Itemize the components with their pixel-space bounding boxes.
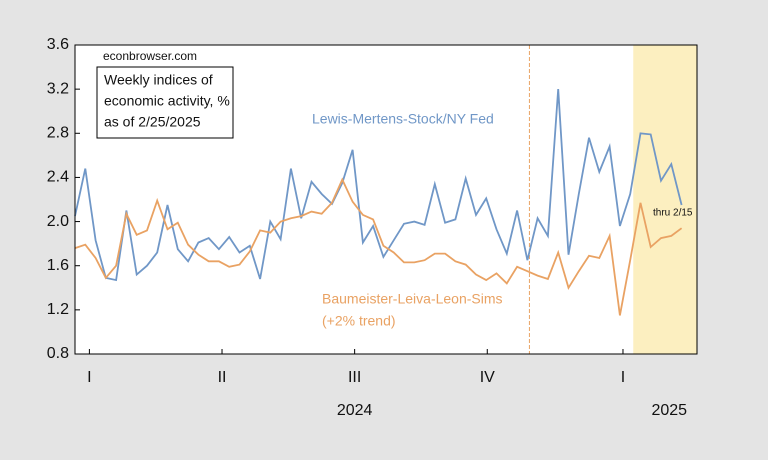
series-sublabel: (+2% trend) <box>322 313 396 329</box>
x-tick-label: I <box>621 369 625 386</box>
note-line: economic activity, % <box>104 93 230 109</box>
y-tick-label: 2.0 <box>47 213 69 230</box>
note-box <box>96 66 234 139</box>
year-label: 2025 <box>651 402 687 419</box>
site-label: econbrowser.com <box>103 49 197 63</box>
y-tick-label: 3.6 <box>47 36 69 53</box>
y-tick-label: 2.4 <box>47 169 69 186</box>
note-line: as of 2/25/2025 <box>104 114 201 130</box>
y-tick-label: 2.8 <box>47 125 69 142</box>
series-line <box>74 177 683 316</box>
x-tick-label: I <box>87 369 91 386</box>
y-tick-label: 1.2 <box>47 301 69 318</box>
series-line <box>74 89 683 282</box>
year-label: 2024 <box>337 402 373 419</box>
series-label: Baumeister-Leiva-Leon-Sims <box>322 291 503 307</box>
y-tick-label: 3.2 <box>47 80 69 97</box>
x-tick-label: III <box>348 369 361 386</box>
plot-frame <box>74 44 698 355</box>
note-line: Weekly indices of <box>104 72 213 88</box>
x-tick-label: II <box>218 369 227 386</box>
series-label: Lewis-Mertens-Stock/NY Fed <box>312 111 494 127</box>
y-tick-label: 0.8 <box>47 345 69 362</box>
end-label: thru 2/15 <box>653 208 693 219</box>
x-tick-label: IV <box>480 369 495 386</box>
shaded-region <box>633 45 697 354</box>
y-tick-label: 1.6 <box>47 257 69 274</box>
